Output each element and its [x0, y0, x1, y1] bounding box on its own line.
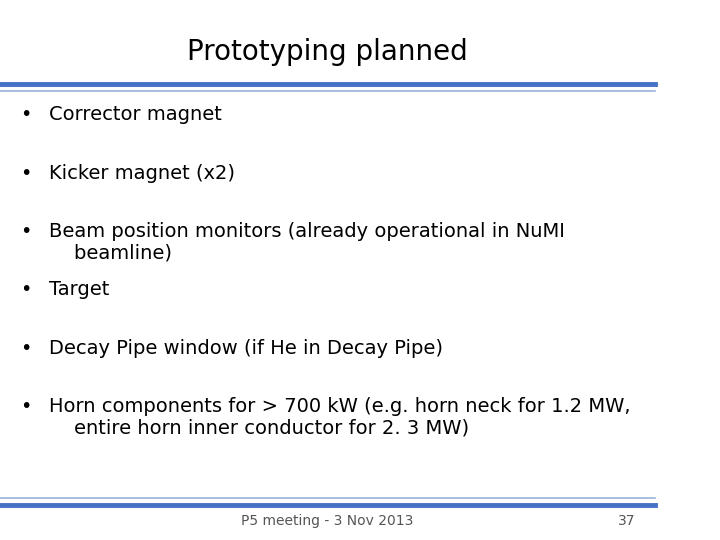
Text: •: • — [20, 397, 32, 416]
Text: Target: Target — [49, 280, 109, 299]
Text: P5 meeting - 3 Nov 2013: P5 meeting - 3 Nov 2013 — [241, 514, 413, 528]
Text: •: • — [20, 164, 32, 183]
Text: Decay Pipe window (if He in Decay Pipe): Decay Pipe window (if He in Decay Pipe) — [49, 339, 443, 357]
Text: •: • — [20, 339, 32, 357]
Text: Corrector magnet: Corrector magnet — [49, 105, 222, 124]
Text: 37: 37 — [618, 514, 635, 528]
Text: •: • — [20, 222, 32, 241]
Text: •: • — [20, 105, 32, 124]
Text: Beam position monitors (already operational in NuMI
    beamline): Beam position monitors (already operatio… — [49, 222, 565, 263]
Text: Prototyping planned: Prototyping planned — [187, 38, 468, 66]
Text: Kicker magnet (x2): Kicker magnet (x2) — [49, 164, 235, 183]
Text: •: • — [20, 280, 32, 299]
Text: Horn components for > 700 kW (e.g. horn neck for 1.2 MW,
    entire horn inner c: Horn components for > 700 kW (e.g. horn … — [49, 397, 631, 438]
